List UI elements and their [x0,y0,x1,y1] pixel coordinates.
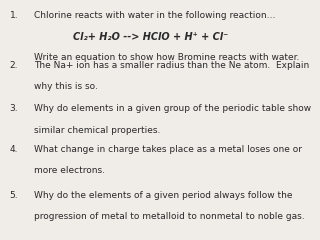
Text: more electrons.: more electrons. [34,166,105,175]
Text: progression of metal to metalloid to nonmetal to noble gas.: progression of metal to metalloid to non… [34,212,304,221]
Text: why this is so.: why this is so. [34,82,98,91]
Text: 1.: 1. [10,11,18,20]
Text: The Na+ ion has a smaller radius than the Ne atom.  Explain: The Na+ ion has a smaller radius than th… [34,61,309,70]
Text: 3.: 3. [10,104,18,114]
Text: Chlorine reacts with water in the following reaction…: Chlorine reacts with water in the follow… [34,11,275,20]
Text: Why do elements in a given group of the periodic table show: Why do elements in a given group of the … [34,104,311,114]
Text: Cl₂+ H₂O --> HClO + H⁺ + Cl⁻: Cl₂+ H₂O --> HClO + H⁺ + Cl⁻ [73,32,228,42]
Text: 2.: 2. [10,61,18,70]
Text: Write an equation to show how Bromine reacts with water.: Write an equation to show how Bromine re… [34,53,299,62]
Text: similar chemical properties.: similar chemical properties. [34,126,160,134]
Text: 4.: 4. [10,145,18,154]
Text: 5.: 5. [10,191,18,200]
Text: Why do the elements of a given period always follow the: Why do the elements of a given period al… [34,191,292,200]
Text: What change in charge takes place as a metal loses one or: What change in charge takes place as a m… [34,145,302,154]
